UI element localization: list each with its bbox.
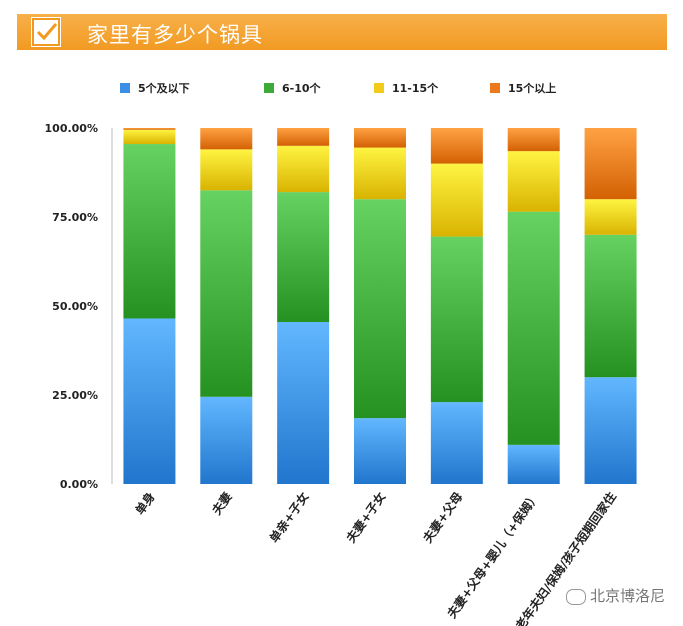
page-title: 家里有多少个锅具 [87,23,263,47]
y-tick-label: 75.00% [52,211,98,224]
y-tick-label: 0.00% [60,478,98,491]
wechat-icon [565,588,586,605]
bar-segment [507,151,560,212]
bar-segment [354,199,406,419]
x-tick-label: 夫妻+父母+婴儿（+保姆） [443,489,542,621]
bar-segment [200,128,253,150]
bar-segment [584,128,637,200]
bar-segment [200,396,253,484]
bar-segment [123,144,176,319]
x-tick-label: 单身 [132,489,158,517]
bar-segment [277,128,330,146]
legend-swatch [120,83,130,93]
bar-segment [430,163,483,237]
legend-label: 6-10个 [282,81,322,95]
bar-segment [507,444,560,484]
bar-segment [277,192,330,323]
bar-segment [507,128,560,152]
bar-segment [123,129,176,145]
legend-label: 15个以上 [508,81,556,95]
title-bar: 家里有多少个锅具 [17,14,667,50]
bar-segment [354,147,406,200]
bar-segment [584,199,637,235]
y-tick-label: 100.00% [45,122,98,135]
x-tick-label: 夫妻+父母 [419,489,465,546]
bar-segment [584,234,637,378]
legend-label: 5个及以下 [138,81,190,95]
bar-segment [507,211,560,445]
bar-segment [123,128,176,130]
watermark-text: 北京博洛尼 [589,587,665,605]
bar-segment [277,145,330,193]
bar-segment [200,190,253,397]
x-tick-label: 夫妻 [208,489,235,518]
x-tick-label: 夫妻+子女 [342,489,388,546]
checkbox-icon [31,17,61,47]
bar-segment [354,418,406,484]
bar-segment [430,402,483,484]
x-tick-label: 单亲+子女 [266,489,312,545]
y-tick-label: 25.00% [52,389,98,402]
bar-segment [430,236,483,403]
y-tick-label: 50.00% [52,300,98,313]
legend-swatch [264,83,274,93]
watermark: 北京博洛尼 [565,585,665,606]
bar-segment [430,128,483,164]
legend-swatch [490,83,500,93]
bar-segment [584,377,637,484]
bar-segment [123,318,176,484]
bar-segment [200,149,253,191]
bar-segment [354,128,406,148]
bar-segment [277,322,330,484]
legend-swatch [374,83,384,93]
legend-label: 11-15个 [392,81,439,95]
